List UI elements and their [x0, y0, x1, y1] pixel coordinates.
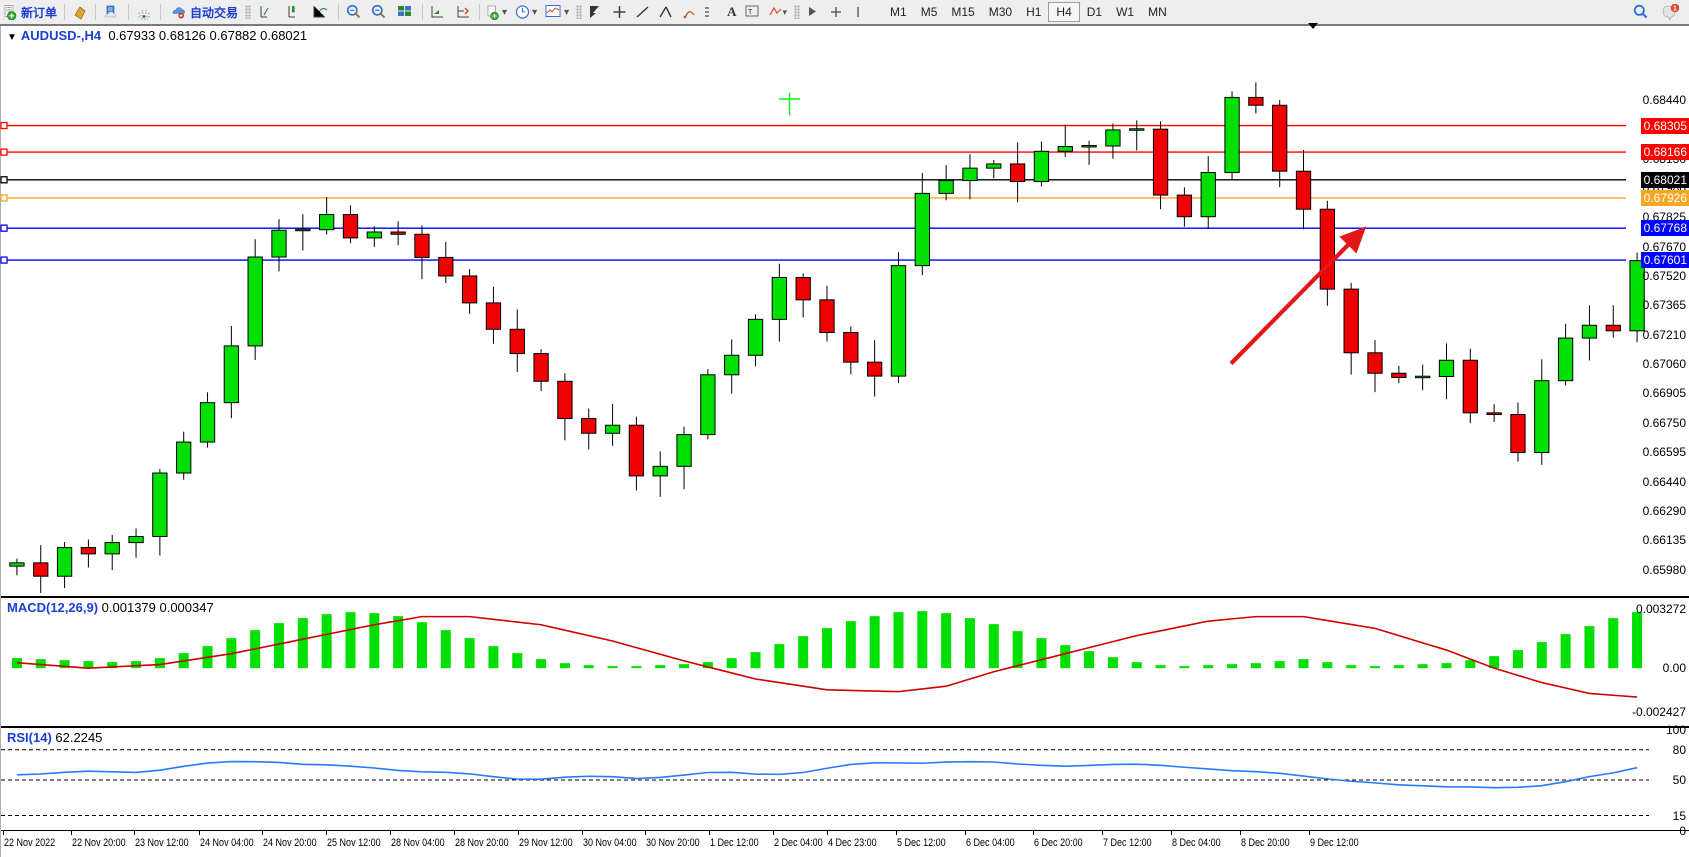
svg-text:T: T	[748, 9, 753, 16]
svg-text:1: 1	[1673, 5, 1677, 12]
